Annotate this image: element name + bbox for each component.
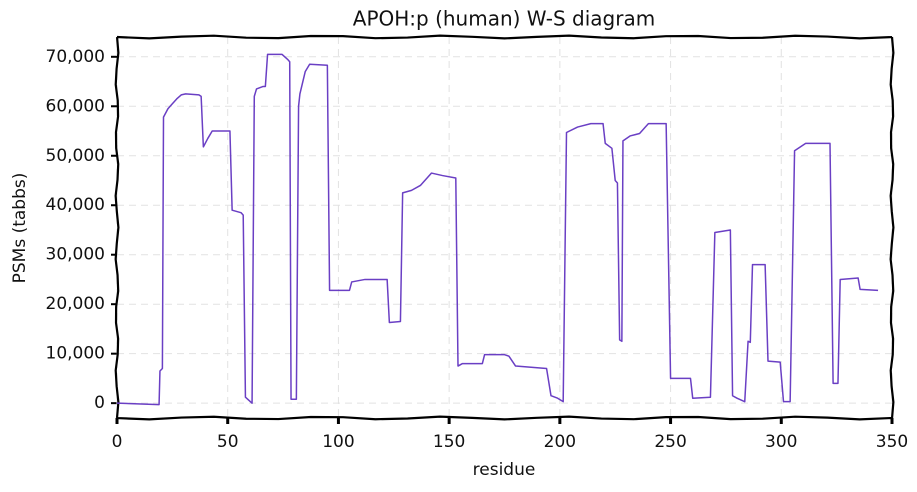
x-tick-label: 250	[654, 432, 686, 452]
y-tick-label: 50,000	[46, 146, 105, 166]
y-tick-label: 70,000	[46, 47, 105, 67]
y-tick-label: 0	[94, 393, 105, 413]
chart-title: APOH:p (human) W-S diagram	[353, 7, 655, 31]
y-axis-label: PSMs (tabbs)	[10, 173, 30, 284]
x-tick-label: 150	[433, 432, 465, 452]
x-tick-label: 350	[876, 432, 908, 452]
y-tick-label: 10,000	[46, 344, 105, 364]
data-line	[116, 53, 879, 406]
x-tick-label: 50	[217, 432, 239, 452]
y-tick-label: 40,000	[46, 195, 105, 215]
y-tick-label: 20,000	[46, 294, 105, 314]
y-tick-label: 30,000	[46, 245, 105, 265]
x-tick-label: 300	[765, 432, 797, 452]
x-tick-label: 0	[112, 432, 123, 452]
x-tick-label: 200	[544, 432, 576, 452]
x-axis-label: residue	[473, 460, 536, 480]
y-tick-label: 60,000	[46, 96, 105, 116]
plot-frame	[114, 34, 895, 421]
x-tick-label: 100	[322, 432, 354, 452]
